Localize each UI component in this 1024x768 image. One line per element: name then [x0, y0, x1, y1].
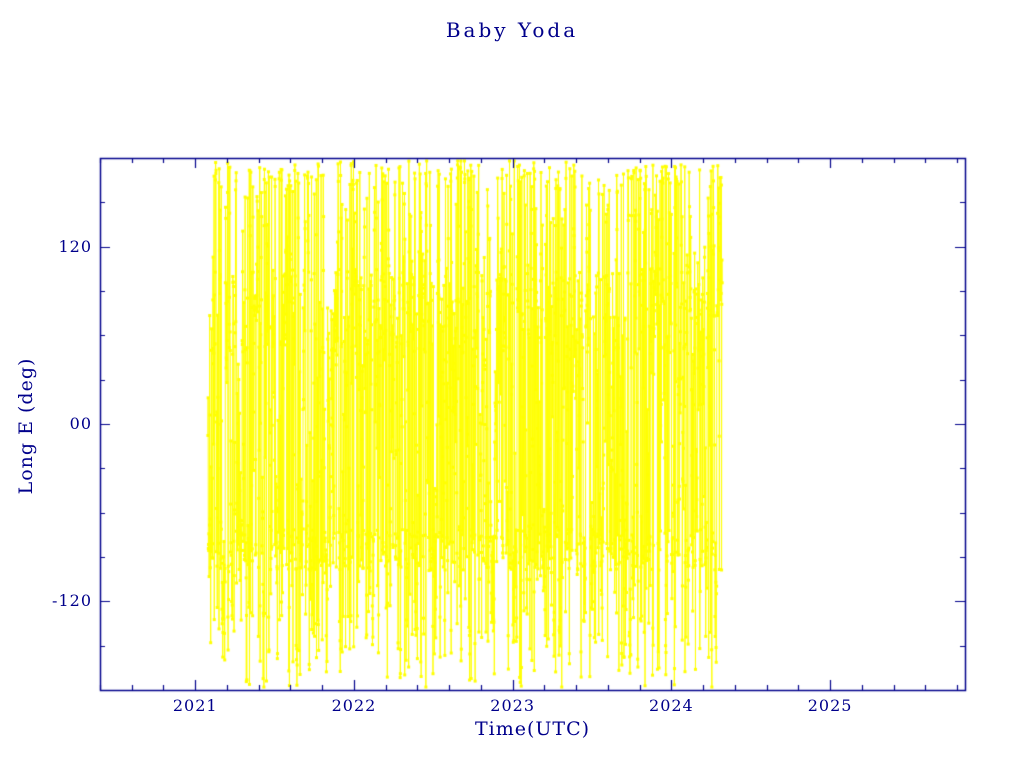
x-axis-label: Time(UTC): [474, 718, 591, 740]
y-tick-label: -120: [52, 591, 92, 611]
x-tick-label: 2021: [172, 696, 218, 715]
y-tick-label: 00: [69, 414, 92, 433]
x-tick-label: 2022: [331, 696, 377, 715]
chart-title: Baby Yoda: [445, 18, 579, 42]
x-tick-label: 2024: [649, 696, 694, 715]
x-tick-label: 2023: [490, 696, 536, 715]
x-tick-label: 2025: [807, 696, 853, 715]
y-tick-label: 120: [58, 236, 92, 256]
